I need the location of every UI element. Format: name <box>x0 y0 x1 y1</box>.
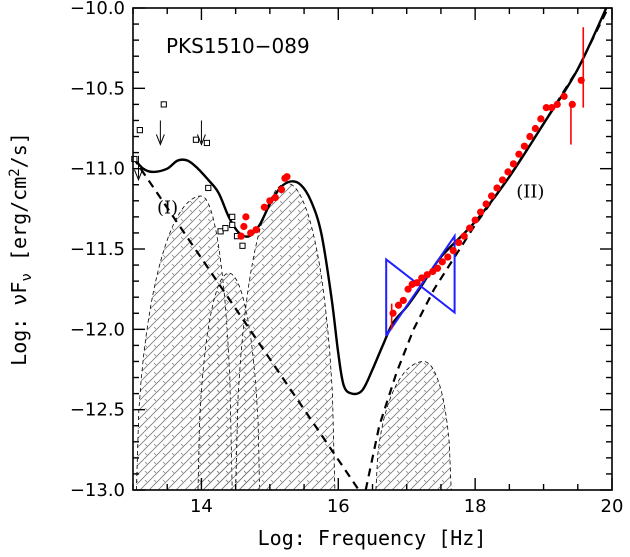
x-tick-label: 20 <box>601 496 624 517</box>
falling-component <box>133 156 360 490</box>
archival-point <box>229 221 236 229</box>
red-data-point <box>504 168 512 176</box>
red-data-point <box>283 173 291 181</box>
chart-title: PKS1510−089 <box>166 34 310 58</box>
archival-point <box>222 225 229 232</box>
archival-point <box>192 136 200 143</box>
data-points <box>131 27 585 330</box>
y-tick-label: −10.0 <box>70 0 125 19</box>
region-label: (II) <box>516 182 544 203</box>
y-axis-title-sup: 2 <box>7 168 23 176</box>
red-data-point <box>498 176 507 184</box>
region-label: (I) <box>157 198 178 219</box>
archival-point <box>160 101 167 108</box>
y-axis-title-sub: ν <box>19 273 35 281</box>
red-data-point <box>577 76 585 84</box>
axis-ticks: 14 16 18 20 −10.0 −10.5 −11.0 −11.5 −12.0 −12.5 −1… <box>70 0 624 517</box>
region-labels: (I) (II) <box>157 182 545 219</box>
red-data-point <box>548 104 556 112</box>
archival-point <box>239 242 246 249</box>
red-data-point <box>444 253 452 261</box>
red-data-point <box>266 197 274 205</box>
red-data-point <box>389 309 397 317</box>
archival-point <box>131 155 138 163</box>
red-data-point <box>460 232 468 240</box>
y-tick-label: −11.5 <box>70 239 125 260</box>
x-axis-title: Log: Frequency [Hz] <box>258 526 487 550</box>
red-data-point <box>418 274 426 282</box>
upper-limit-arrow <box>155 134 165 146</box>
red-data-point <box>471 216 479 224</box>
red-data-point <box>449 247 457 255</box>
x-tick-label: 18 <box>464 496 487 517</box>
x-tick-label: 14 <box>190 496 213 517</box>
red-data-point <box>399 296 407 305</box>
upper-limit-arrow <box>134 169 143 182</box>
red-data-point <box>247 229 255 237</box>
y-axis-title-tail: /s] <box>7 132 31 168</box>
y-tick-label: −12.0 <box>70 319 125 340</box>
red-data-point <box>394 301 403 309</box>
y-axis-title: Log: νFν [erg/cm2/s] <box>7 132 35 366</box>
red-data-point <box>553 100 561 108</box>
x-tick-label: 16 <box>327 496 350 517</box>
red-data-point <box>520 142 529 150</box>
hatched-components <box>135 182 452 490</box>
red-data-point <box>404 285 412 293</box>
dashed-components <box>133 8 610 490</box>
y-tick-label: −10.5 <box>70 78 125 99</box>
red-data-point <box>438 258 446 266</box>
red-data-point <box>487 192 496 200</box>
red-data-point <box>537 115 545 123</box>
red-data-point <box>568 100 576 108</box>
y-tick-label: −11.0 <box>70 159 125 180</box>
red-data-point <box>526 132 534 141</box>
red-data-point <box>466 224 474 232</box>
red-data-point <box>482 200 490 208</box>
red-data-point <box>413 279 421 287</box>
archival-point <box>217 228 224 235</box>
red-data-point <box>542 104 550 112</box>
y-axis-title-prefix: Log: νF <box>7 282 31 366</box>
y-axis-title-unit: [erg/cm <box>7 177 31 273</box>
red-data-point <box>252 226 260 234</box>
red-data-point <box>240 222 248 231</box>
archival-point <box>203 139 211 147</box>
red-data-point <box>271 193 279 202</box>
red-data-point <box>242 213 250 221</box>
x-ray-bowtie <box>385 232 456 337</box>
y-tick-label: −13.0 <box>70 480 125 501</box>
y-tick-label: −12.5 <box>70 400 125 421</box>
archival-point <box>136 127 143 134</box>
red-data-point <box>277 185 286 194</box>
red-data-point <box>531 124 539 133</box>
red-data-point <box>423 271 431 279</box>
red-data-point <box>433 264 442 272</box>
red-data-point <box>237 232 245 240</box>
bump-x <box>375 361 452 490</box>
upper-limit-arrow <box>196 134 206 146</box>
red-data-point <box>515 150 523 158</box>
archival-point <box>229 213 236 220</box>
archival-point <box>205 184 212 192</box>
red-data-point <box>260 203 268 211</box>
red-data-point <box>509 160 518 168</box>
bowtie <box>385 232 456 337</box>
red-data-point <box>455 238 463 247</box>
red-data-point <box>477 208 485 216</box>
red-data-point <box>493 184 501 192</box>
red-data-point <box>560 92 568 100</box>
